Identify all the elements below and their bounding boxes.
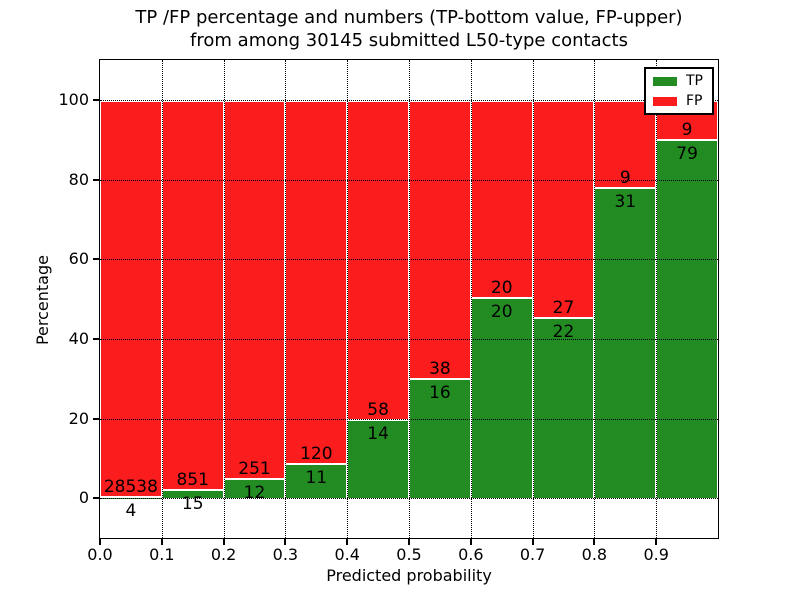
y-tick-mark: [93, 497, 99, 500]
y-tick-mark: [93, 337, 99, 340]
tp-count-label: 79: [676, 143, 698, 164]
legend-item-label: FP: [686, 93, 703, 109]
x-tick-mark: [99, 539, 101, 545]
x-tick-label: 0.3: [272, 545, 299, 564]
chart-title-line2: from among 30145 submitted L50-type cont…: [190, 30, 628, 51]
gridline-horizontal: [100, 338, 718, 340]
y-tick-label: 0: [78, 488, 89, 508]
gridline-vertical: [223, 60, 225, 538]
y-tick-label: 40: [68, 328, 89, 348]
bar-segment-tp: [532, 319, 595, 499]
x-tick-mark: [469, 539, 472, 545]
bar-segment-fp: [470, 99, 533, 299]
tp-count-label: 15: [181, 494, 204, 515]
gridline-vertical: [532, 60, 534, 538]
gridline-horizontal: [100, 498, 718, 500]
fp-count-label: 58: [367, 399, 389, 420]
y-tick-mark: [93, 417, 99, 420]
gridline-vertical: [409, 60, 410, 538]
x-tick-mark: [655, 539, 658, 545]
bar-segment-tp: [409, 380, 471, 499]
bar-segment-tp: [656, 140, 718, 499]
plot-area: 28538 4 851 15 251 12 120 11 58 14 38 16 20 20 27 22 9 31…: [99, 59, 719, 539]
bar-segment-tp: [285, 464, 348, 499]
gridline-vertical: [347, 60, 349, 538]
y-tick-mark: [93, 98, 99, 101]
fp-count-label: 9: [681, 119, 693, 140]
bar-segment-fp: [532, 99, 595, 320]
bar-segment-tp: [347, 420, 409, 499]
y-tick-label: 100: [58, 89, 89, 109]
y-tick-label: 20: [68, 408, 89, 428]
x-tick-mark: [408, 539, 410, 545]
x-tick-label: 0.4: [334, 545, 360, 564]
gridline-vertical: [285, 60, 287, 538]
x-tick-label: 0.0: [87, 545, 113, 564]
y-tick-label: 80: [68, 169, 89, 189]
x-tick-mark: [346, 539, 349, 545]
fp-count-label: 120: [300, 443, 333, 464]
legend-item-label: TP: [686, 73, 703, 89]
y-tick-mark: [93, 258, 99, 261]
fp-count-label: 20: [490, 278, 513, 298]
fp-count-label: 251: [238, 459, 271, 479]
legend: TP FP: [644, 67, 714, 115]
x-tick-mark: [160, 539, 163, 545]
tp-count-label: 22: [552, 322, 575, 343]
gridline-vertical: [594, 60, 596, 538]
tp-swatch-icon: [653, 76, 677, 86]
x-tick-mark: [593, 539, 596, 545]
tp-count-label: 11: [305, 467, 328, 488]
fp-count-label: 9: [619, 168, 631, 189]
gridline-horizontal: [100, 418, 718, 420]
x-tick-label: 0.7: [519, 545, 546, 564]
bar-segment-fp: [161, 99, 224, 492]
chart-title-line1: TP /FP percentage and numbers (TP-bottom…: [135, 7, 683, 28]
chart-title: TP /FP percentage and numbers (TP-bottom…: [100, 6, 718, 52]
bar-segment-fp: [223, 99, 286, 480]
fp-count-label: 28538: [103, 477, 158, 498]
fp-count-label: 38: [429, 359, 451, 380]
tp-count-label: 16: [429, 383, 451, 404]
legend-item: TP: [653, 74, 703, 88]
x-tick-label: 0.5: [396, 545, 422, 564]
x-tick-mark: [531, 539, 534, 545]
gridline-vertical: [470, 60, 472, 538]
y-axis-label: Percentage: [33, 255, 52, 346]
x-axis-label: Predicted probability: [326, 566, 492, 585]
fp-count-label: 851: [176, 470, 209, 491]
x-tick-label: 0.6: [458, 545, 484, 564]
gridline-horizontal: [100, 179, 718, 181]
y-tick-label: 60: [68, 249, 89, 269]
fp-swatch-icon: [653, 96, 677, 106]
x-tick-label: 0.9: [643, 545, 669, 564]
x-tick-label: 0.2: [210, 545, 237, 564]
bar-segment-fp: [285, 99, 348, 465]
legend-item: FP: [653, 94, 703, 108]
x-tick-label: 0.8: [581, 545, 608, 564]
x-tick-mark: [222, 539, 225, 545]
x-tick-mark: [284, 539, 287, 545]
tp-count-label: 31: [614, 192, 637, 213]
x-tick-label: 0.1: [149, 545, 175, 564]
tp-count-label: 4: [125, 501, 137, 522]
bar-segment-tp: [470, 299, 533, 499]
bar-segment-tp: [594, 189, 657, 499]
bar-segment-fp: [347, 99, 409, 421]
gridline-horizontal: [100, 259, 718, 261]
gridline-vertical: [161, 60, 163, 538]
gridline-vertical: [656, 60, 658, 538]
tp-count-label: 14: [367, 423, 389, 444]
tp-count-label: 20: [490, 302, 513, 322]
bar-segment-fp: [100, 99, 162, 499]
gridline-horizontal: [100, 99, 718, 101]
y-tick-mark: [93, 178, 99, 181]
tp-count-label: 12: [243, 483, 266, 503]
fp-count-label: 27: [552, 298, 575, 319]
